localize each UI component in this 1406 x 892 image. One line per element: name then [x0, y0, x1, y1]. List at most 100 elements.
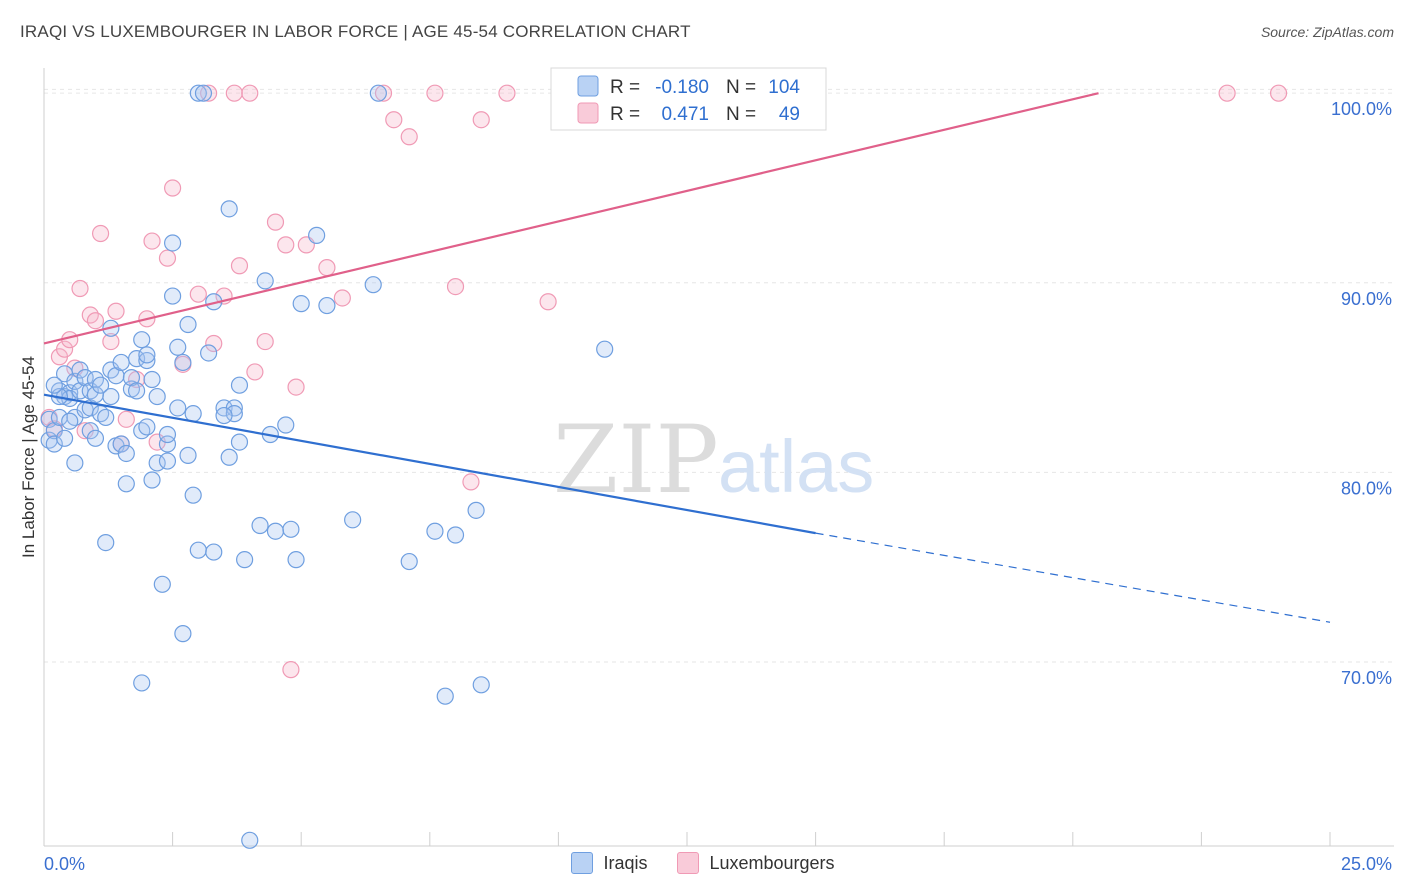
data-point: [184, 405, 202, 423]
data-point: [467, 501, 485, 519]
legend-label-luxembourgers: Luxembourgers: [709, 852, 835, 873]
data-point: [246, 363, 264, 381]
legend-n-value-luxembourgers: 49: [779, 104, 800, 125]
data-point: [66, 454, 84, 472]
data-point: [205, 543, 223, 561]
data-point: [45, 376, 63, 394]
data-point: [596, 340, 614, 358]
data-point: [86, 429, 105, 447]
data-point: [107, 302, 125, 320]
trend-lines: [43, 92, 1331, 623]
data-point: [369, 84, 387, 102]
data-point: [230, 257, 249, 275]
legend-item-iraqis[interactable]: Iraqis: [571, 852, 647, 874]
data-point: [220, 200, 238, 218]
data-point: [127, 350, 146, 368]
data-point: [158, 425, 177, 444]
data-point: [256, 332, 274, 351]
data-point: [91, 224, 110, 243]
data-point: [220, 448, 238, 466]
x-tick-label-min: 0.0%: [44, 854, 85, 874]
legend-r-value-iraqis: -0.180: [655, 77, 709, 98]
data-point: [102, 387, 120, 406]
data-point: [148, 387, 166, 406]
data-point: [215, 406, 233, 425]
y-tick-label: 90.0%: [1341, 289, 1392, 309]
data-point: [112, 435, 130, 453]
watermark-atlas: atlas: [718, 425, 874, 508]
grid-layer: [44, 88, 1394, 663]
data-point: [266, 213, 285, 231]
legend-r-value-luxembourgers: 0.471: [661, 104, 709, 125]
trend-line-iraqis: [43, 393, 816, 535]
data-point: [333, 289, 351, 307]
correlation-legend: R = -0.180 N = 104 R = 0.471 N = 49: [550, 67, 827, 131]
data-point: [230, 376, 249, 394]
data-point: [179, 315, 197, 334]
data-point: [138, 346, 156, 364]
data-point: [133, 331, 151, 349]
data-point: [117, 444, 135, 463]
data-point: [446, 277, 465, 296]
data-point: [287, 378, 305, 396]
data-point: [241, 831, 259, 849]
data-point: [287, 551, 305, 569]
data-point: [102, 332, 120, 351]
axis-layer: [43, 68, 1394, 847]
data-point: [117, 410, 135, 428]
data-point: [400, 552, 418, 571]
data-point: [236, 551, 254, 569]
data-point: [169, 399, 187, 417]
data-point: [133, 674, 151, 692]
data-point: [86, 312, 105, 330]
data-point: [539, 293, 557, 311]
data-point: [426, 84, 444, 102]
data-point: [426, 522, 444, 540]
legend-item-luxembourgers[interactable]: Luxembourgers: [677, 852, 835, 874]
data-point: [364, 276, 382, 294]
legend-swatch-luxembourgers: [577, 102, 599, 124]
data-point: [200, 344, 218, 362]
y-tick-label: 70.0%: [1341, 668, 1392, 688]
data-point: [174, 353, 192, 372]
data-point: [1269, 84, 1288, 102]
data-point: [143, 471, 161, 489]
legend-swatch-iraqis-bottom: [571, 852, 594, 874]
luxembourgers-points: [40, 84, 1288, 679]
data-point: [138, 351, 156, 370]
data-point: [462, 473, 480, 491]
legend-r-label-luxembourgers: R =: [610, 104, 640, 125]
data-point: [117, 475, 135, 493]
trend-line-luxembourgers: [43, 92, 1099, 345]
source-credit: Source: ZipAtlas.com: [1260, 24, 1394, 40]
data-point: [153, 575, 171, 593]
data-point: [277, 416, 295, 434]
watermark-zip: ZIP: [553, 406, 719, 515]
data-point: [225, 84, 243, 102]
data-point: [71, 279, 89, 298]
data-point: [400, 128, 418, 146]
data-point: [143, 370, 161, 389]
data-point: [194, 84, 213, 102]
data-point: [189, 541, 207, 559]
data-point: [169, 338, 187, 356]
data-point: [256, 272, 274, 290]
data-point: [184, 486, 202, 504]
legend-swatch-luxembourgers-bottom: [677, 852, 700, 874]
data-point: [282, 520, 300, 538]
data-point: [97, 408, 115, 427]
data-point: [97, 533, 115, 552]
data-point: [344, 511, 362, 529]
data-point: [164, 234, 182, 252]
watermark: ZIP atlas: [553, 406, 874, 515]
data-point: [1218, 84, 1236, 102]
iraqis-points: [40, 84, 614, 849]
trend-line-iraqis-extrapolated: [815, 532, 1331, 623]
data-point: [266, 522, 285, 540]
data-point: [127, 382, 146, 400]
data-point: [472, 111, 490, 129]
data-point: [374, 84, 393, 102]
legend-n-value-iraqis: 104: [768, 77, 800, 98]
data-point: [436, 687, 454, 705]
